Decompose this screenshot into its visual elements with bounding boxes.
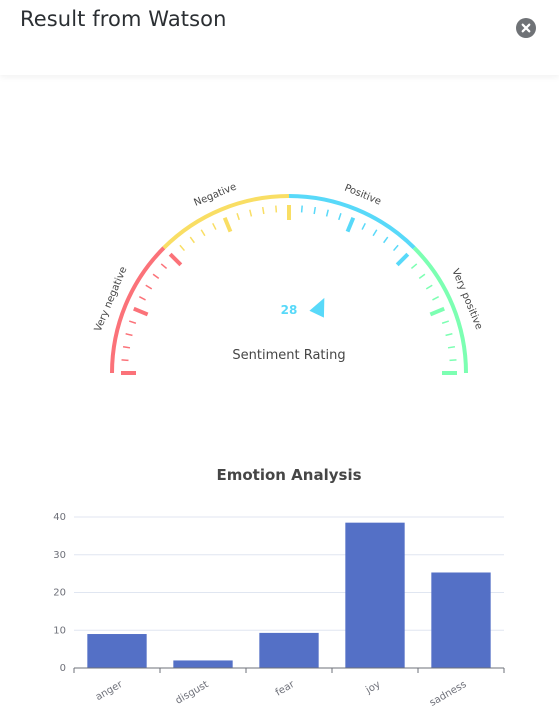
gauge-major-tick bbox=[133, 306, 149, 317]
gauge-minor-tick bbox=[372, 229, 378, 237]
gauge-minor-tick bbox=[361, 222, 366, 230]
gauge-major-tick bbox=[429, 306, 445, 317]
y-tick-label: 20 bbox=[53, 588, 66, 599]
gauge-minor-tick bbox=[212, 222, 217, 230]
gauge-minor-tick bbox=[441, 320, 450, 324]
gauge-minor-tick bbox=[125, 333, 133, 337]
chart-title: Emotion Analysis bbox=[216, 466, 361, 484]
y-tick-label: 10 bbox=[53, 625, 66, 636]
gauge-minor-tick bbox=[338, 212, 342, 221]
gauge-minor-tick bbox=[392, 244, 399, 252]
gauge-minor-tick bbox=[410, 263, 418, 270]
x-tick-label: anger bbox=[94, 679, 125, 704]
x-tick-label: fear bbox=[274, 679, 298, 699]
gauge-minor-tick bbox=[145, 284, 153, 290]
x-axis: anger disgust fear joy sadness bbox=[73, 667, 505, 709]
x-tick-label: disgust bbox=[174, 679, 211, 707]
gauge-band-label: Very negative bbox=[93, 265, 130, 333]
bar-anger bbox=[87, 634, 147, 668]
gauge-minor-tick bbox=[325, 209, 329, 217]
gauge-band-arc bbox=[162, 194, 290, 250]
y-tick-label: 0 bbox=[60, 663, 66, 674]
gauge-band-label: Very positive bbox=[449, 267, 484, 331]
gauge-value: 28 bbox=[281, 303, 298, 317]
gauge-minor-tick bbox=[121, 359, 129, 362]
gauge-minor-tick bbox=[236, 212, 240, 221]
close-icon bbox=[521, 23, 531, 33]
gauge-band-arc bbox=[412, 246, 468, 374]
close-button[interactable] bbox=[516, 18, 536, 38]
gauge-minor-tick bbox=[447, 345, 456, 349]
gauge-minor-tick bbox=[300, 205, 303, 213]
y-tick-label: 40 bbox=[53, 512, 66, 523]
gauge-minor-tick bbox=[138, 296, 146, 301]
gauge-minor-tick bbox=[425, 284, 433, 290]
gauge-minor-tick bbox=[418, 273, 426, 279]
gauge-minor-tick bbox=[249, 209, 253, 217]
gauge-minor-tick bbox=[432, 296, 440, 301]
gauge-minor-tick bbox=[122, 345, 131, 349]
chart-bars bbox=[87, 522, 491, 668]
x-tick-label: sadness bbox=[428, 679, 469, 709]
gauge-minor-tick bbox=[152, 273, 160, 279]
gauge-band-label: Positive bbox=[343, 183, 383, 208]
y-axis-ticks: 0 10 20 30 40 bbox=[53, 512, 66, 674]
gauge-title: Sentiment Rating bbox=[232, 348, 345, 363]
gauge-arc-bands bbox=[110, 194, 468, 374]
y-tick-label: 30 bbox=[53, 550, 66, 561]
gauge-pointer bbox=[309, 297, 325, 318]
bar-joy bbox=[345, 522, 405, 668]
page-title: Result from Watson bbox=[20, 7, 227, 31]
gauge-major-tick bbox=[345, 217, 356, 233]
gauge-minor-tick bbox=[275, 205, 278, 213]
header-bar: Result from Watson bbox=[0, 0, 559, 75]
gauge-major-tick bbox=[222, 217, 233, 233]
gauge-minor-tick bbox=[160, 263, 168, 270]
gauge-ticks bbox=[121, 205, 457, 375]
emotion-bar-chart: Emotion Analysis 0 10 20 30 40 anger disgust f… bbox=[53, 466, 505, 709]
gauge-minor-tick bbox=[383, 236, 389, 244]
gauge-minor-tick bbox=[128, 320, 137, 324]
bar-disgust bbox=[173, 660, 233, 668]
x-tick-label: joy bbox=[363, 679, 382, 696]
gauge-major-tick bbox=[395, 252, 410, 267]
gauge-minor-tick bbox=[449, 359, 457, 362]
bar-fear bbox=[259, 632, 319, 668]
gauge-band-arc bbox=[110, 246, 166, 374]
gauge-minor-tick bbox=[261, 206, 265, 215]
gauge-minor-tick bbox=[189, 236, 195, 244]
gauge-minor-tick bbox=[445, 333, 453, 337]
gauge-minor-tick bbox=[179, 244, 186, 252]
gauge-major-tick bbox=[168, 252, 183, 267]
bar-sadness bbox=[431, 572, 491, 668]
gauge-minor-tick bbox=[313, 206, 317, 215]
gauge-minor-tick bbox=[200, 229, 206, 237]
gauge-band-arc bbox=[288, 194, 416, 250]
